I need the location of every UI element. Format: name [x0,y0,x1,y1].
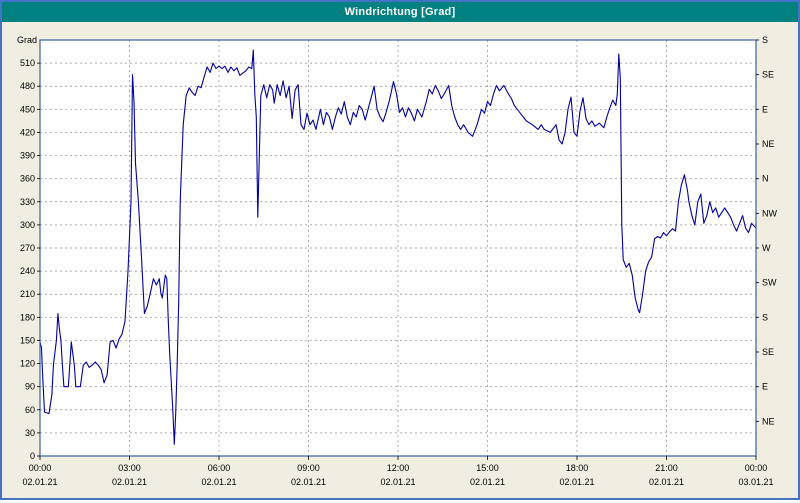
window-titlebar: Windrichtung [Grad] [2,2,798,22]
y-tick-label: 510 [20,58,35,68]
compass-label: NW [762,208,777,218]
compass-label: SE [762,70,774,80]
y-tick-label: 270 [20,243,35,253]
y-tick-label: 480 [20,81,35,91]
x-tick-date-label: 02.01.21 [649,477,684,487]
x-tick-time-label: 03:00 [118,463,141,473]
compass-label: SW [762,278,777,288]
y-tick-label: 120 [20,359,35,369]
compass-label: NE [762,416,775,426]
x-tick-time-label: 12:00 [387,463,410,473]
series-windrichtung [39,49,757,445]
compass-label: W [762,243,771,253]
x-tick-time-label: 00:00 [29,463,52,473]
x-tick-time-label: 06:00 [208,463,231,473]
x-tick-date-label: 03.01.21 [738,477,773,487]
chart-area: Grad 0 30 60 90 120 150 180 210 240 270 300 330 360 39… [2,22,798,503]
y-tick-label: 330 [20,197,35,207]
y-tick-label: 300 [20,220,35,230]
y-tick-label: 150 [20,335,35,345]
x-tick-date-label: 02.01.21 [291,477,326,487]
y-tick-label: 30 [25,428,35,438]
y-tick-label: 60 [25,405,35,415]
y-tick-label: 240 [20,266,35,276]
compass-label: S [762,312,768,322]
y-tick-label: 0 [30,451,35,461]
x-tick-time-label: 15:00 [476,463,499,473]
compass-label: E [762,104,768,114]
window-title: Windrichtung [Grad] [344,6,456,18]
y-tick-label: 390 [20,151,35,161]
x-tick-time-label: 09:00 [297,463,320,473]
compass-label: E [762,382,768,392]
x-tick-time-label: 18:00 [566,463,589,473]
x-tick-date-label: 02.01.21 [470,477,505,487]
y-axis-left-labels: Grad 0 30 60 90 120 150 180 210 240 270 300 330 360 39… [17,35,40,461]
compass-label: S [762,35,768,45]
y-axis-right-labels: S SE E NE N NW W SW S SE E NE [756,35,777,426]
y-tick-label: 420 [20,127,35,137]
x-tick-date-label: 02.01.21 [380,477,415,487]
x-tick-date-label: 02.01.21 [201,477,236,487]
x-tick-time-label: 00:00 [745,463,768,473]
wind-direction-chart: Grad 0 30 60 90 120 150 180 210 240 270 300 330 360 39… [17,35,778,487]
x-tick-date-label: 02.01.21 [22,477,57,487]
y-axis-unit-label: Grad [17,35,37,45]
compass-label: N [762,174,769,184]
compass-label: SE [762,347,774,357]
y-tick-label: 90 [25,382,35,392]
x-axis-labels: 00:00 02.01.21 03:00 02.01.21 06:00 02.01.21 0… [22,456,774,487]
y-tick-label: 210 [20,289,35,299]
x-tick-time-label: 21:00 [655,463,678,473]
x-tick-date-label: 02.01.21 [559,477,594,487]
series-lines [39,49,757,445]
y-tick-label: 450 [20,104,35,114]
compass-label: NE [762,139,775,149]
x-tick-date-label: 02.01.21 [112,477,147,487]
y-tick-label: 180 [20,312,35,322]
y-tick-label: 360 [20,174,35,184]
plot-gridlines [40,40,756,456]
